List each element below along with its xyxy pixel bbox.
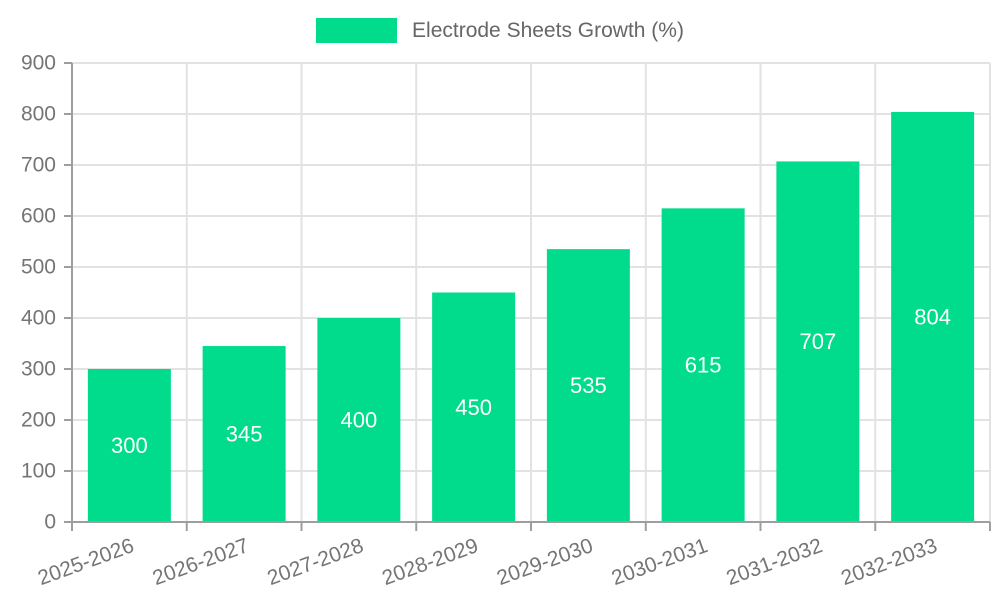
x-axis-category-label: 2026-2027	[150, 534, 252, 590]
bar-value-label: 400	[341, 408, 378, 433]
bar-value-label: 300	[111, 433, 148, 458]
bar-value-label: 804	[914, 304, 951, 329]
x-axis-category-label: 2030-2031	[609, 534, 711, 590]
bar[interactable]	[546, 249, 630, 522]
y-axis-tick-label: 900	[21, 52, 56, 75]
y-axis-tick-label: 0	[44, 511, 56, 534]
bar[interactable]	[87, 369, 171, 522]
bar-value-label: 345	[226, 422, 263, 447]
x-axis-category-label: 2029-2030	[494, 534, 596, 590]
bar-value-label: 450	[455, 395, 492, 420]
y-axis-tick-label: 100	[21, 460, 56, 483]
x-axis-category-label: 2027-2028	[264, 534, 366, 590]
y-axis-tick-label: 400	[21, 307, 56, 330]
bar-value-label: 615	[685, 353, 722, 378]
bar-value-label: 535	[570, 373, 607, 398]
bar[interactable]	[776, 161, 860, 522]
x-axis-category-label: 2025-2026	[35, 534, 137, 590]
y-axis-tick-label: 200	[21, 409, 56, 432]
chart-legend[interactable]: Electrode Sheets Growth (%)	[0, 18, 1000, 43]
bar[interactable]	[891, 111, 975, 523]
x-axis-category-label: 2032-2033	[838, 534, 940, 590]
bar[interactable]	[317, 318, 401, 522]
bar[interactable]	[432, 292, 516, 523]
legend-swatch-icon	[316, 18, 398, 43]
x-axis-category-label: 2028-2029	[379, 534, 481, 590]
y-axis-tick-label: 700	[21, 154, 56, 177]
y-axis-tick-label: 600	[21, 205, 56, 228]
legend-label: Electrode Sheets Growth (%)	[412, 18, 684, 42]
bar[interactable]	[661, 208, 745, 522]
y-axis-tick-label: 300	[21, 358, 56, 381]
bar[interactable]	[202, 346, 286, 522]
x-axis-category-label: 2031-2032	[723, 534, 825, 590]
y-axis-tick-label: 800	[21, 103, 56, 126]
bar-value-label: 707	[800, 329, 837, 354]
y-axis-tick-label: 500	[21, 256, 56, 279]
